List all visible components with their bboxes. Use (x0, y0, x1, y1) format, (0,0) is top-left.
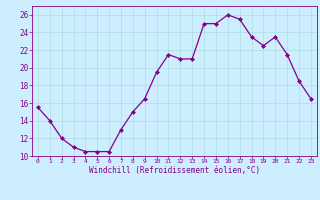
X-axis label: Windchill (Refroidissement éolien,°C): Windchill (Refroidissement éolien,°C) (89, 166, 260, 175)
